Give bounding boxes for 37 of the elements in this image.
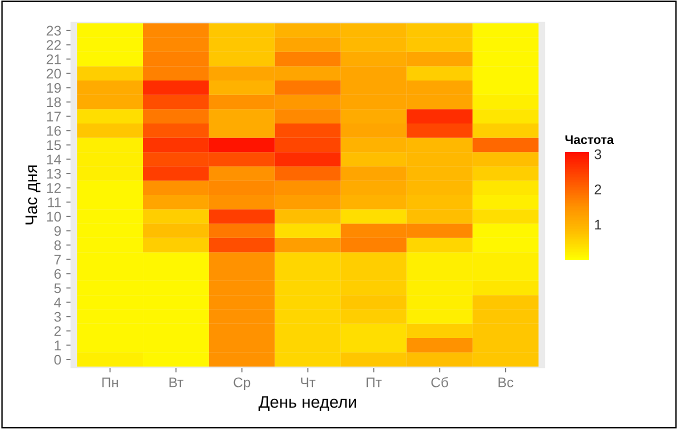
y-tick-label: 7: [54, 254, 61, 264]
y-tick-label: 2: [54, 326, 61, 336]
y-tick-label: 0: [54, 354, 61, 365]
x-tick-label: Чт: [301, 378, 316, 388]
color-bar-label: 3: [594, 149, 602, 160]
y-tick-label: 21: [46, 54, 61, 64]
x-tick-label: Пн: [102, 378, 118, 388]
color-bar-title: Частота: [565, 135, 614, 144]
y-tick-label: 9: [54, 226, 61, 236]
y-tick-label: 17: [47, 112, 61, 122]
y-tick-label: 14: [47, 154, 62, 164]
y-tick-label: 1: [54, 340, 61, 350]
color-bar-label: 1: [595, 220, 602, 230]
color-bar-label: 2: [594, 184, 602, 194]
x-tick-label: Пт: [366, 378, 382, 388]
y-tick-label: 23: [46, 26, 61, 36]
y-tick-label: 20: [46, 68, 61, 79]
y-tick-label: 22: [46, 40, 61, 50]
y-tick-label: 10: [47, 212, 61, 222]
y-tick-label: 5: [54, 283, 61, 294]
y-tick-label: 16: [47, 126, 61, 136]
y-tick-label: 18: [47, 97, 61, 108]
y-tick-label: 8: [54, 240, 61, 250]
x-tick-label: Сб: [431, 376, 448, 388]
x-tick-label: Вт: [170, 378, 184, 388]
x-axis-title: День недели: [258, 396, 356, 412]
y-tick-label: 13: [47, 168, 61, 179]
y-tick-label: 15: [47, 140, 61, 150]
x-tick-label: Вс: [498, 378, 514, 388]
x-tick-label: Ср: [234, 377, 250, 390]
y-tick-label: 11: [48, 198, 61, 208]
y-tick-label: 6: [54, 268, 61, 279]
y-axis-title: Час дня: [26, 165, 40, 224]
y-tick-label: 19: [47, 83, 61, 93]
y-tick-label: 3: [54, 312, 61, 322]
y-tick-label: 12: [47, 183, 61, 193]
y-tick-label: 4: [54, 298, 62, 308]
